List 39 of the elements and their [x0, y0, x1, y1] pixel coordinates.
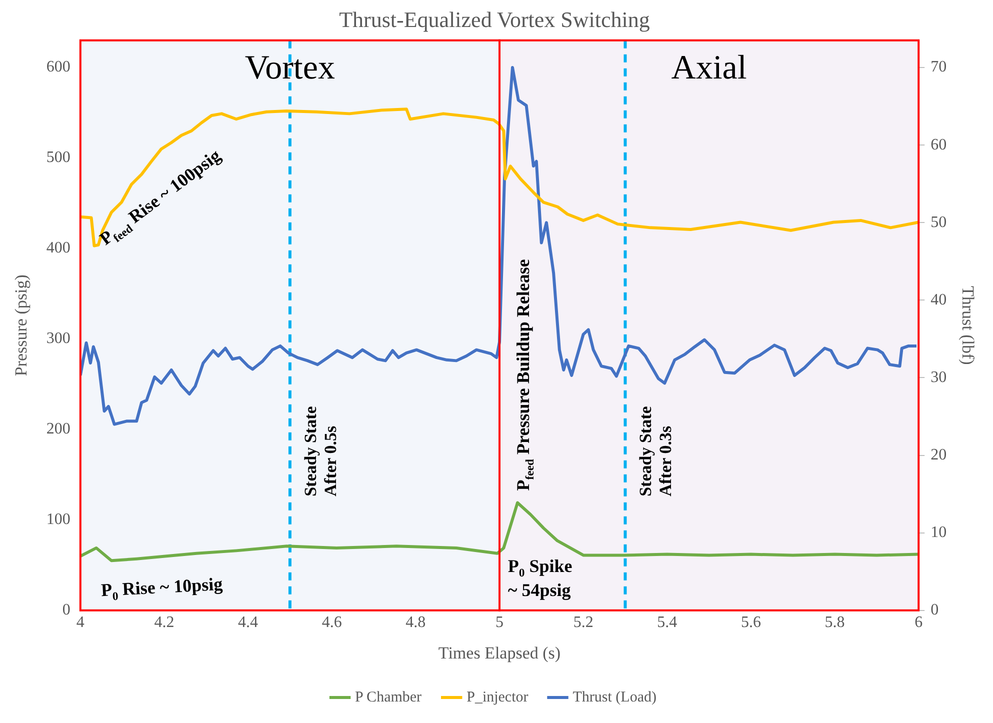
y2-axis-title: Thrust (lbf) [958, 286, 978, 365]
x-tick-label: 4.8 [406, 614, 426, 632]
ref-line-label: Steady State After 0.3s [636, 406, 676, 496]
y2-tick-label: 50 [930, 214, 947, 231]
x-axis-title: Times Elapsed (s) [438, 643, 561, 662]
band-label: Vortex [244, 49, 335, 86]
x-tick-label: 4.2 [154, 614, 174, 632]
y2-tick-label: 40 [930, 291, 947, 308]
y-axis-title: Pressure (psig) [12, 274, 31, 376]
x-tick-label: 5.6 [740, 614, 761, 632]
legend-label: Thrust (Load) [572, 689, 656, 706]
y2-tick-label: 0 [930, 602, 939, 619]
y-tick-label: 200 [46, 420, 70, 438]
y2-tick-label: 10 [930, 524, 947, 542]
x-tick-label: 5 [496, 614, 504, 632]
y-tick-label: 600 [46, 58, 70, 76]
x-tick-label: 4.4 [238, 614, 258, 632]
y-tick-label: 100 [46, 511, 70, 528]
x-tick-label: 6 [914, 614, 923, 632]
x-tick-label: 4.6 [322, 614, 342, 632]
band-label: Axial [671, 49, 747, 86]
y2-tick-label: 30 [930, 368, 947, 386]
x-tick-label: 4 [76, 614, 84, 632]
y-tick-label: 400 [46, 240, 70, 257]
x-tick-label: 5.8 [824, 614, 845, 632]
y2-tick-label: 60 [930, 136, 947, 154]
y-tick-label: 0 [62, 602, 70, 619]
x-tick-label: 5.2 [573, 614, 594, 632]
y-tick-label: 500 [46, 149, 70, 166]
chart-title: Thrust-Equalized Vortex Switching [339, 6, 650, 32]
legend-label: P_injector [466, 689, 528, 706]
y-tick-label: 300 [46, 330, 70, 348]
annotation: Pfeed Pressure Buildup Release [512, 259, 536, 491]
y2-tick-label: 20 [930, 446, 947, 464]
y2-tick-label: 70 [930, 58, 947, 76]
annotation: P0 Rise ~ 10psig [100, 574, 224, 604]
ref-line-label: Steady State After 0.5s [300, 406, 340, 496]
x-tick-label: 5.4 [657, 614, 678, 632]
legend-label: P Chamber [355, 689, 422, 706]
